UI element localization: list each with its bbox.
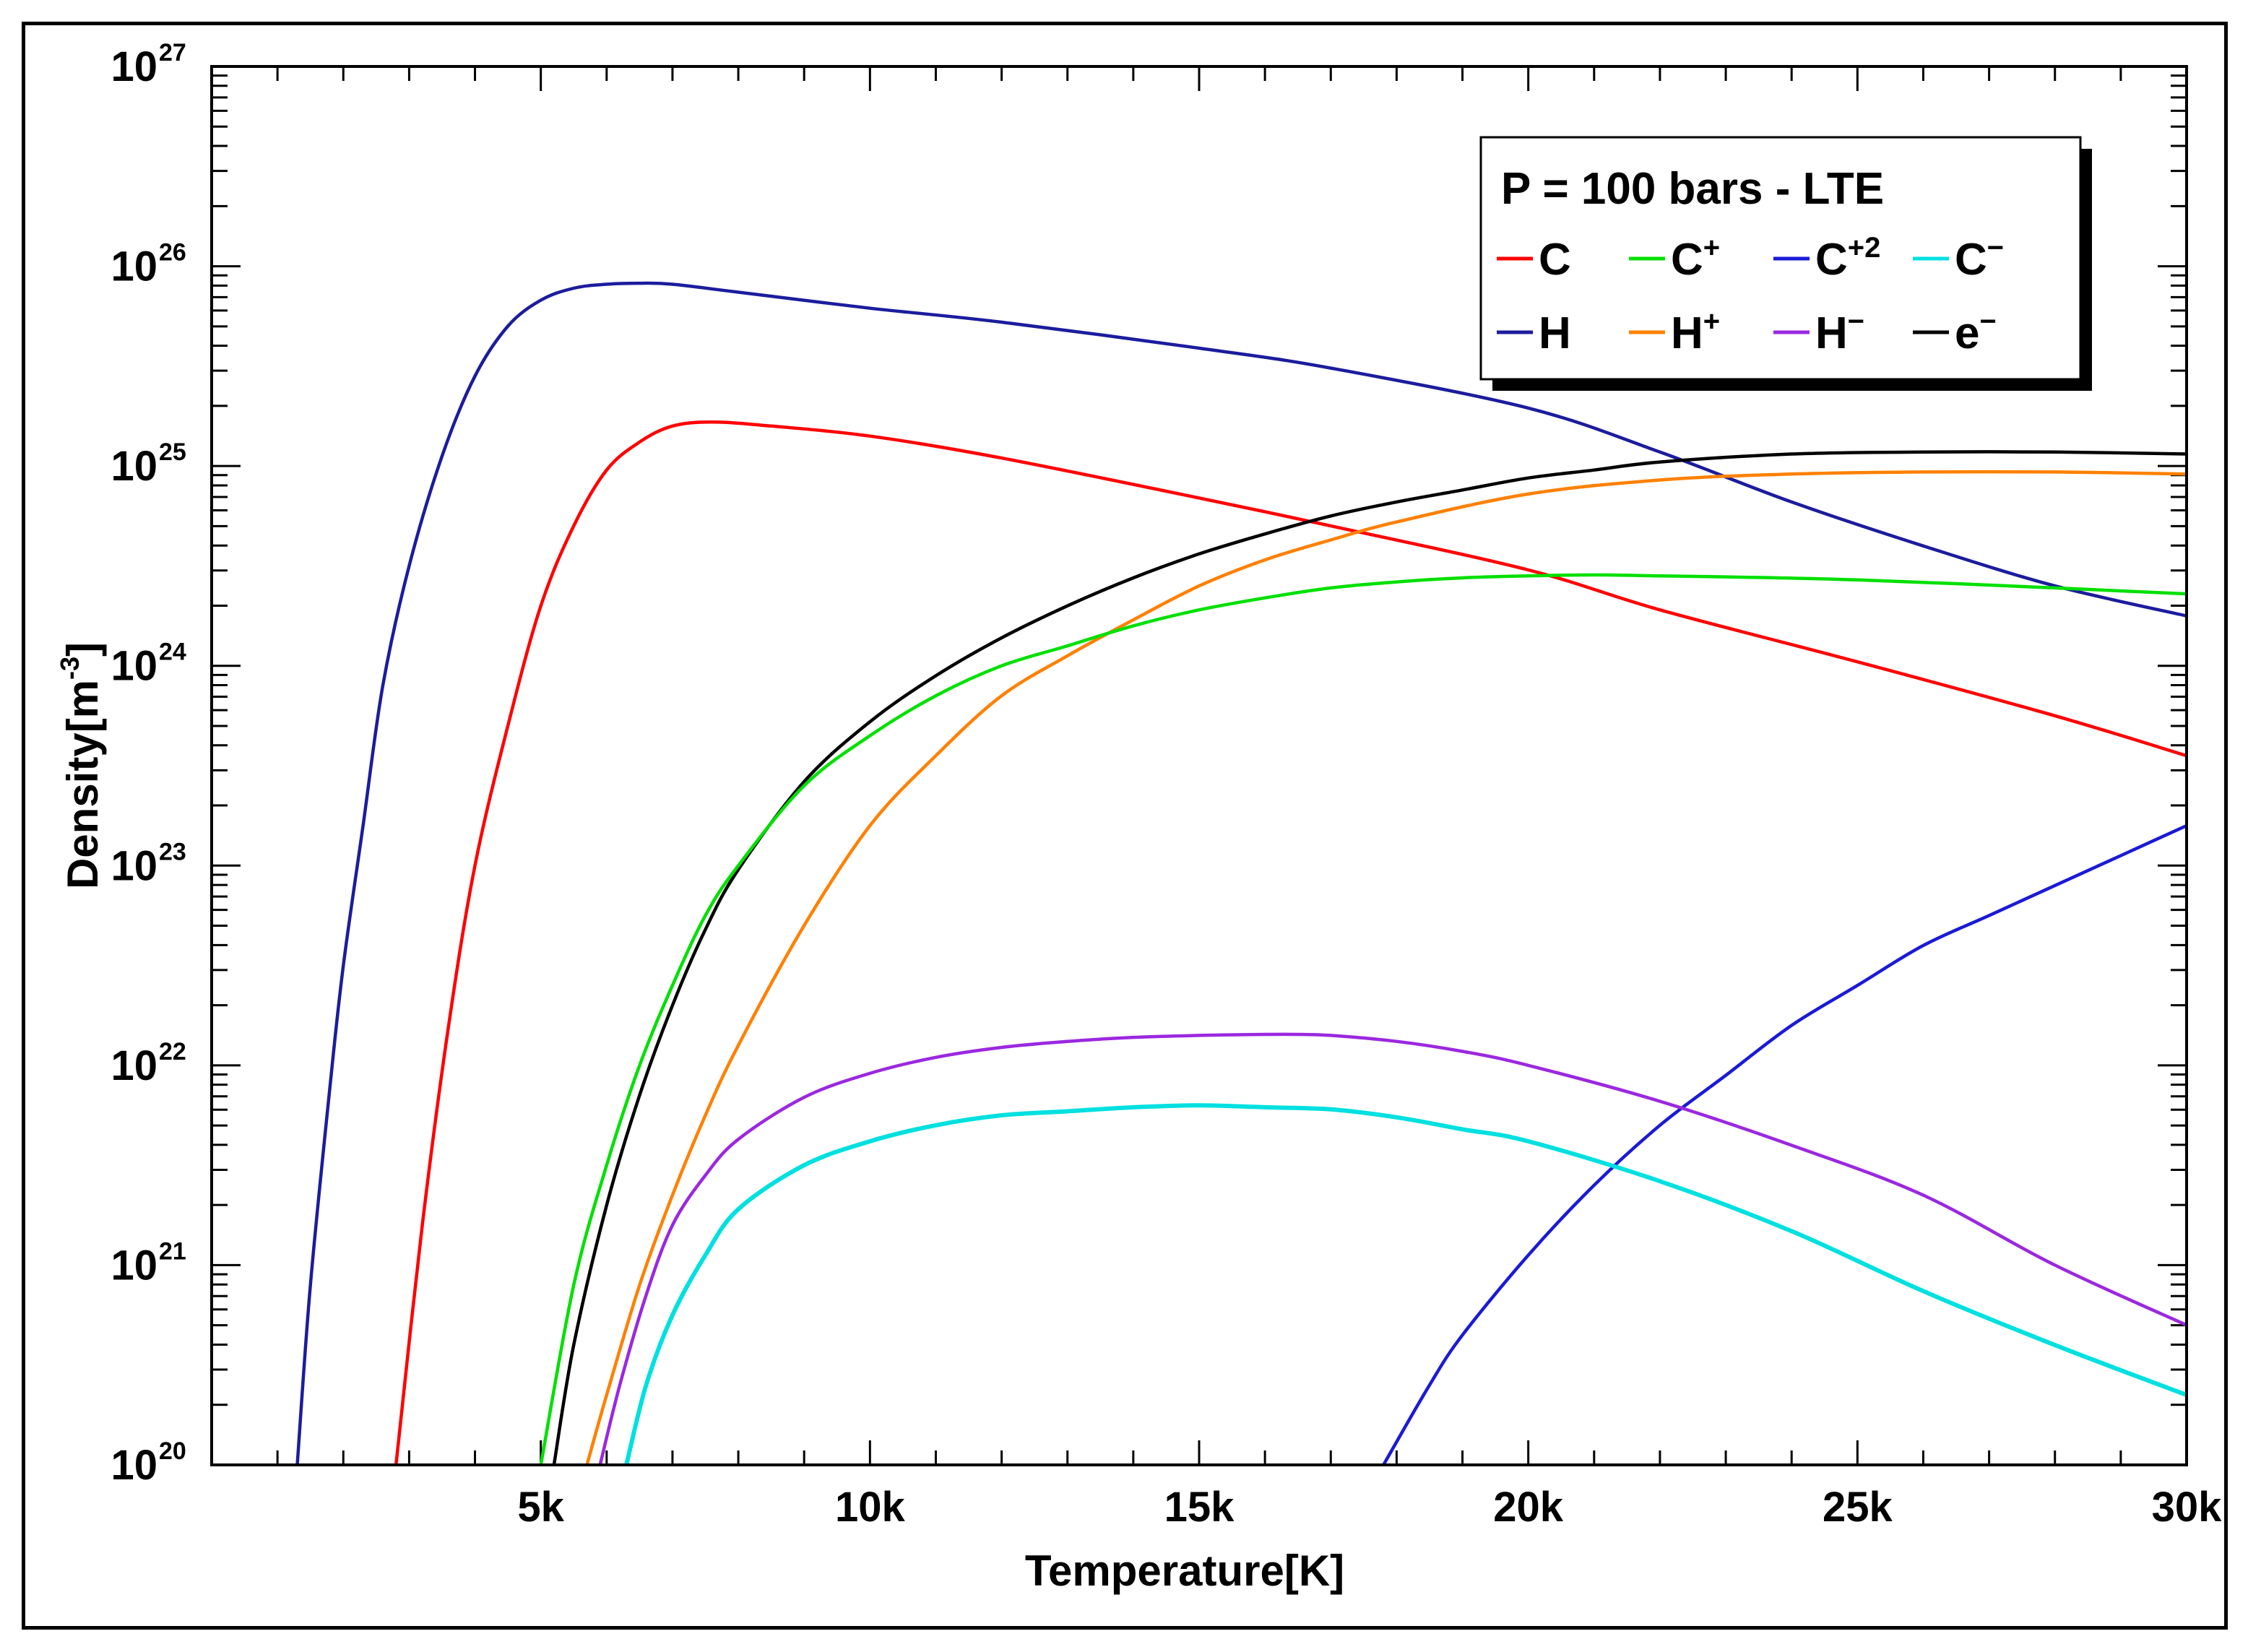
legend-title: P = 100 bars - LTE <box>1501 164 1884 214</box>
legend-label: C+ <box>1671 232 1720 285</box>
legend-label: H+ <box>1671 306 1720 358</box>
series-line-Hplus <box>585 470 2187 1465</box>
y-tick-label: 10 <box>111 1442 157 1489</box>
series-line-eminus <box>552 450 2187 1465</box>
x-tick-label: 20k <box>1493 1484 1564 1531</box>
y-tick-label: 10 <box>111 1242 157 1289</box>
legend-label: H <box>1539 308 1571 358</box>
y-tick-exponent: 23 <box>159 838 186 865</box>
y-tick-exponent: 26 <box>159 239 186 267</box>
x-tick-label: 25k <box>1823 1484 1893 1531</box>
y-axis-title-exponent: -3 <box>55 657 85 680</box>
y-tick-label: 10 <box>111 443 157 490</box>
y-tick-label: 10 <box>111 1042 157 1089</box>
series-line-Cminus <box>624 1103 2187 1465</box>
series-line-C <box>394 420 2187 1465</box>
series-line-Hminus <box>598 1032 2187 1465</box>
x-tick-label: 15k <box>1164 1484 1235 1531</box>
y-tick-label: 10 <box>111 43 157 90</box>
legend-label: e− <box>1955 306 1997 358</box>
legend-label: C− <box>1955 232 2004 285</box>
plot-area-border <box>210 65 2188 1466</box>
y-tick-label: 10 <box>111 643 157 690</box>
series-line-H <box>295 281 2187 1465</box>
svg-text:Density[m-3]: Density[m-3] <box>55 642 107 889</box>
series-line-Cplus2 <box>1382 823 2187 1465</box>
series-line-Cplus <box>539 573 2187 1465</box>
x-tick-label: 10k <box>835 1484 906 1531</box>
y-axis-title: Density[m-3] <box>55 642 107 889</box>
legend-label: C+2 <box>1815 232 1880 285</box>
figure-frame: 5k 10k 15k 20k 25k 30k 10 20 10 21 10 22 10 23 10 24 10 2… <box>22 22 2228 1630</box>
y-tick-label: 10 <box>111 842 157 889</box>
y-tick-exponent: 21 <box>159 1237 186 1265</box>
y-tick-label: 10 <box>111 243 157 290</box>
legend-label: H− <box>1815 306 1864 358</box>
y-tick-exponent: 25 <box>159 438 186 466</box>
x-axis-title: Temperature[K] <box>1025 1547 1344 1595</box>
y-tick-exponent: 20 <box>159 1437 186 1465</box>
y-axis-title-end: ] <box>59 642 107 657</box>
y-axis-title-base: Density[m <box>59 680 107 889</box>
legend-label: C <box>1539 235 1571 285</box>
y-tick-exponent: 24 <box>159 639 186 666</box>
y-tick-exponent: 22 <box>159 1038 186 1065</box>
x-tick-label: 5k <box>517 1484 564 1531</box>
x-tick-label: 30k <box>2152 1484 2223 1531</box>
y-tick-exponent: 27 <box>159 39 186 66</box>
